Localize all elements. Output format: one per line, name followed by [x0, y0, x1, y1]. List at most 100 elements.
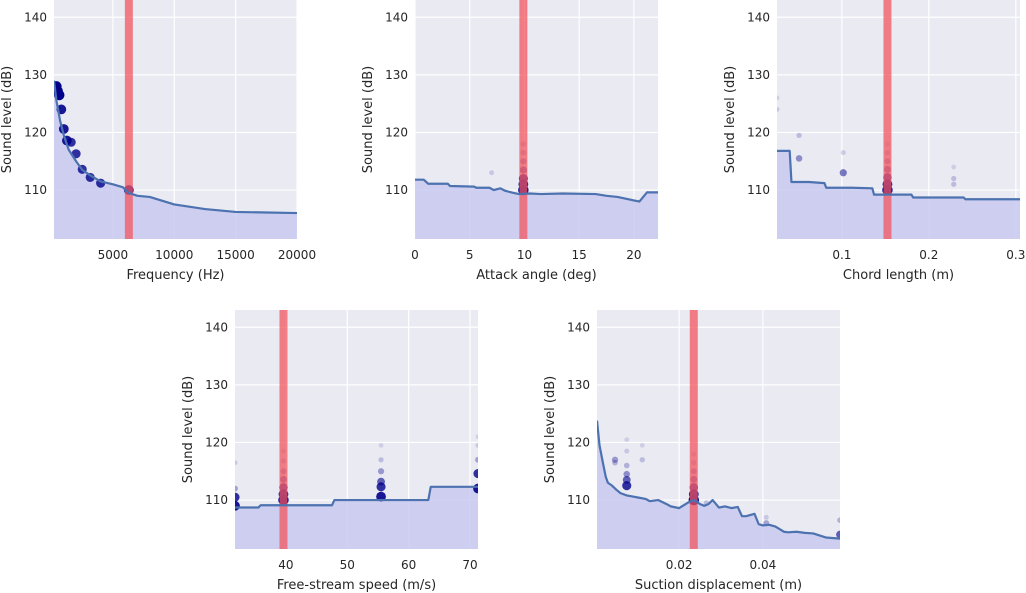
x-tick-label: 15 [572, 248, 587, 262]
data-point [377, 468, 385, 475]
partial-dependence-line [777, 149, 1020, 201]
y-tick-label: 140 [385, 10, 408, 24]
x-tick-label: 0.2 [919, 248, 938, 262]
data-point [624, 437, 630, 442]
y-tick-label: 140 [205, 320, 228, 334]
data-point [837, 517, 840, 524]
data-point [763, 514, 769, 520]
highlight-bar [279, 310, 288, 549]
data-point [611, 456, 619, 463]
y-axis-label: Sound level (dB) [361, 66, 376, 173]
y-tick-label: 120 [24, 125, 47, 139]
y-tick-label: 120 [205, 435, 228, 449]
y-tick-label: 110 [385, 183, 408, 197]
data-point [235, 460, 238, 466]
plot-content [597, 310, 840, 549]
y-axis-label: Sound level (dB) [181, 376, 196, 483]
data-point [475, 442, 478, 448]
x-axis-label: Free-stream speed (m/s) [277, 578, 436, 593]
y-tick-label: 130 [205, 378, 228, 392]
y-axis-label: Sound level (dB) [0, 66, 15, 173]
data-point [475, 434, 478, 440]
data-point [612, 459, 618, 466]
data-point [836, 530, 840, 539]
partial-dependence-line [235, 485, 478, 509]
data-point [777, 106, 780, 112]
data-point [951, 181, 957, 187]
partial-dependence-line [54, 80, 297, 215]
x-tick-label: 0.02 [666, 558, 693, 572]
plot-content [415, 0, 658, 239]
subplot-2: 0 5 10 15 20 110 120 130 140 Attack angle (deg) So… [361, 0, 658, 283]
y-tick-label: 140 [747, 10, 770, 24]
partial-dependence-fill [54, 80, 297, 239]
y-tick-label: 130 [567, 378, 590, 392]
partial-dependence-fill [235, 486, 478, 549]
y-tick-label: 140 [24, 10, 47, 24]
y-tick-label: 110 [24, 183, 47, 197]
data-point [475, 456, 478, 463]
y-tick-label: 110 [747, 183, 770, 197]
y-axis-label: Sound level (dB) [543, 376, 558, 483]
data-point [623, 462, 630, 469]
x-axis-label: Chord length (m) [843, 268, 954, 283]
data-point [951, 164, 957, 170]
data-point [839, 169, 847, 177]
data-point [378, 457, 384, 463]
y-tick-label: 130 [385, 68, 408, 82]
partial-dependence-line [415, 178, 658, 203]
x-tick-label: 0 [411, 248, 419, 262]
x-tick-label: 0.1 [832, 248, 851, 262]
partial-dependence-line [597, 420, 840, 540]
data-point [623, 470, 631, 478]
data-point [473, 483, 478, 494]
x-tick-label: 5000 [98, 248, 129, 262]
y-tick-label: 110 [205, 493, 228, 507]
y-tick-label: 130 [24, 68, 47, 82]
partial-dependence-fill [597, 420, 840, 549]
x-axis-label: Frequency (Hz) [126, 268, 224, 283]
data-point [777, 95, 780, 101]
highlight-bar [124, 0, 133, 239]
subplot-4: 40 50 60 70 110 120 130 140 Free-stream speed (m… [181, 310, 478, 593]
subplot-1: 5000 10000 15000 20000 110 120 130 140 Frequency… [0, 0, 316, 283]
x-tick-label: 50 [340, 558, 355, 572]
x-tick-label: 5 [466, 248, 474, 262]
data-point [795, 155, 803, 162]
x-tick-label: 20000 [278, 248, 316, 262]
y-tick-label: 140 [567, 320, 590, 334]
x-tick-label: 70 [462, 558, 477, 572]
data-point [235, 485, 238, 492]
x-tick-label: 15000 [217, 248, 255, 262]
y-tick-label: 120 [567, 435, 590, 449]
data-point [473, 468, 478, 479]
data-point [377, 477, 385, 486]
y-tick-label: 120 [747, 125, 770, 139]
y-axis-label: Sound level (dB) [723, 66, 738, 173]
data-point [235, 492, 240, 502]
highlight-bar [883, 0, 892, 239]
x-tick-label: 10 [517, 248, 532, 262]
x-tick-label: 0.3 [1006, 248, 1025, 262]
x-axis-label: Suction displacement (m) [635, 578, 802, 593]
data-point [489, 170, 495, 176]
y-tick-label: 120 [385, 125, 408, 139]
data-point [235, 500, 240, 511]
x-tick-label: 20 [626, 248, 641, 262]
x-tick-label: 40 [278, 558, 293, 572]
plot-content [235, 310, 478, 549]
data-point [951, 175, 957, 182]
x-tick-label: 0.04 [750, 558, 777, 572]
data-point [66, 137, 76, 147]
data-point [85, 172, 95, 182]
y-tick-label: 110 [567, 493, 590, 507]
data-point [622, 475, 631, 484]
x-tick-label: 10000 [155, 248, 193, 262]
highlight-bar [519, 0, 528, 239]
y-tick-label: 130 [747, 68, 770, 82]
data-point [378, 442, 384, 448]
data-point [840, 150, 846, 156]
x-axis-label: Attack angle (deg) [476, 268, 596, 283]
data-point [639, 457, 645, 463]
